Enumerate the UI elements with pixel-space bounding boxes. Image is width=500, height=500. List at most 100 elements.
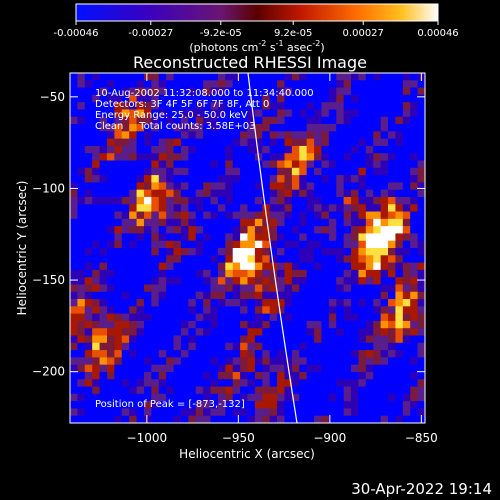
- heatmap-cell: [336, 218, 345, 227]
- heatmap-cell: [284, 269, 293, 278]
- heatmap-cell: [343, 218, 352, 227]
- heatmap-cell: [77, 94, 86, 103]
- heatmap-cell: [203, 87, 212, 96]
- heatmap-cell: [70, 109, 78, 118]
- heatmap-cell: [336, 102, 345, 110]
- heatmap-cell: [121, 401, 130, 409]
- heatmap-cell: [328, 116, 337, 125]
- heatmap-cell: [373, 408, 382, 417]
- heatmap-cell: [321, 299, 330, 307]
- heatmap-cell: [84, 393, 93, 402]
- heatmap-cell: [365, 415, 374, 423]
- heatmap-cell: [365, 87, 374, 96]
- heatmap-cell: [188, 248, 197, 256]
- heatmap-cell: [395, 94, 404, 103]
- heatmap-cell: [254, 408, 263, 417]
- heatmap-cell: [114, 393, 123, 402]
- heatmap-cell: [143, 415, 152, 423]
- heatmap-cell: [114, 306, 123, 315]
- heatmap-cell: [166, 313, 175, 322]
- heatmap-cell: [195, 386, 204, 395]
- heatmap-cell: [417, 306, 425, 315]
- heatmap-cell: [143, 342, 152, 351]
- heatmap-cell: [291, 94, 300, 103]
- heatmap-cell: [343, 306, 352, 315]
- heatmap-cell: [269, 160, 278, 169]
- heatmap-cell: [129, 109, 138, 118]
- heatmap-cell: [70, 269, 78, 278]
- heatmap-cell: [240, 371, 248, 380]
- heatmap-cell: [314, 269, 322, 278]
- heatmap-cell: [269, 167, 278, 176]
- heatmap-cell: [92, 335, 101, 344]
- heatmap-cell: [380, 182, 389, 191]
- heatmap-cell: [328, 379, 337, 388]
- heatmap-cell: [106, 102, 115, 110]
- heatmap-cell: [195, 393, 204, 402]
- heatmap-cell: [343, 233, 352, 242]
- heatmap-cell: [358, 189, 367, 198]
- heatmap-cell: [180, 262, 189, 271]
- heatmap-cell: [203, 328, 212, 336]
- heatmap-cell: [247, 371, 256, 380]
- heatmap-cell: [195, 233, 204, 242]
- heatmap-cell: [210, 182, 219, 191]
- heatmap-cell: [410, 320, 419, 329]
- heatmap-cell: [173, 138, 182, 147]
- heatmap-cell: [84, 94, 93, 103]
- heatmap-cell: [99, 204, 108, 213]
- heatmap-cell: [121, 277, 130, 285]
- heatmap-cell: [92, 357, 101, 366]
- heatmap-cell: [232, 102, 241, 110]
- heatmap-cell: [136, 131, 145, 140]
- heatmap-cell: [284, 153, 293, 161]
- heatmap-cell: [351, 124, 359, 132]
- heatmap-cell: [84, 189, 93, 198]
- heatmap-cell: [180, 364, 189, 373]
- heatmap-cell: [92, 124, 101, 132]
- heatmap-cell: [388, 277, 396, 285]
- heatmap-cell: [328, 94, 337, 103]
- heatmap-cell: [158, 320, 167, 329]
- heatmap-cell: [240, 87, 248, 96]
- heatmap-cell: [284, 262, 293, 271]
- heatmap-cell: [254, 379, 263, 388]
- heatmap-cell: [158, 87, 167, 96]
- heatmap-cell: [143, 204, 152, 213]
- heatmap-cell: [388, 145, 396, 154]
- heatmap-cell: [92, 248, 101, 256]
- heatmap-cell: [291, 379, 300, 388]
- heatmap-cell: [151, 109, 160, 118]
- heatmap-cell: [129, 408, 138, 417]
- heatmap-cell: [306, 226, 315, 234]
- heatmap-cell: [262, 335, 271, 344]
- heatmap-cell: [351, 393, 359, 402]
- heatmap-cell: [84, 182, 93, 191]
- heatmap-cell: [262, 284, 271, 293]
- heatmap-cell: [402, 408, 411, 417]
- heatmap-cell: [158, 240, 167, 249]
- heatmap-cell: [254, 284, 263, 293]
- heatmap-cell: [247, 415, 256, 423]
- heatmap-cell: [225, 138, 234, 147]
- heatmap-cell: [99, 211, 108, 220]
- heatmap-cell: [99, 145, 108, 154]
- heatmap-cell: [106, 160, 115, 169]
- heatmap-cell: [166, 269, 175, 278]
- heatmap-cell: [388, 204, 396, 213]
- heatmap-cell: [402, 299, 411, 307]
- heatmap-cell: [217, 240, 226, 249]
- heatmap-cell: [173, 379, 182, 388]
- heatmap-cell: [180, 379, 189, 388]
- heatmap-cell: [143, 379, 152, 388]
- heatmap-cell: [254, 269, 263, 278]
- heatmap-cell: [254, 364, 263, 373]
- heatmap-cell: [121, 408, 130, 417]
- heatmap-cell: [195, 160, 204, 169]
- heatmap-cell: [328, 262, 337, 271]
- heatmap-cell: [70, 415, 78, 423]
- heatmap-cell: [114, 255, 123, 264]
- heatmap-cell: [188, 350, 197, 358]
- heatmap-cell: [136, 160, 145, 169]
- heatmap-cell: [143, 386, 152, 395]
